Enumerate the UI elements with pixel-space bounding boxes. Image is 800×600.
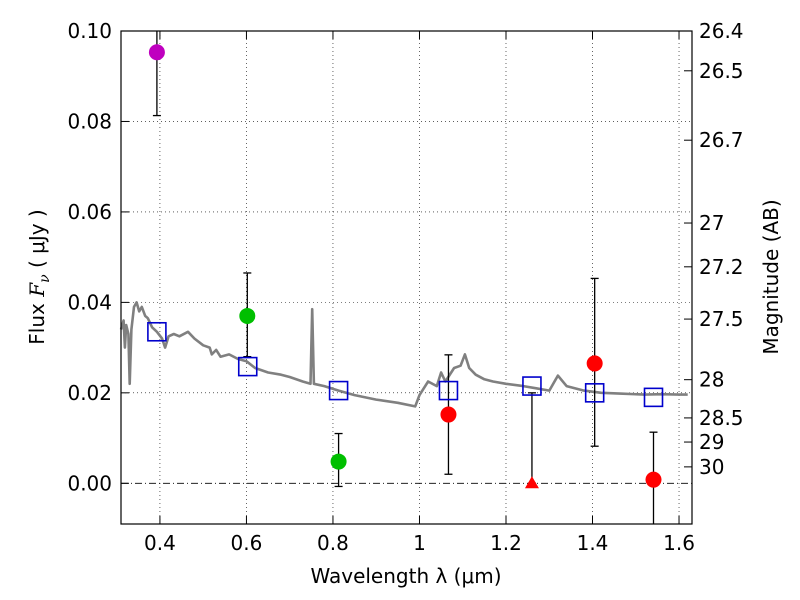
- marker-layer: [147, 44, 664, 489]
- model-photometry-point: [328, 380, 349, 401]
- data-point: [440, 406, 457, 423]
- y-tick-label: 0.08: [67, 109, 112, 133]
- data-point: [645, 471, 662, 488]
- model-photometry-point: [438, 380, 459, 401]
- data-point: [330, 453, 347, 470]
- data-point: [586, 355, 603, 372]
- model-spectrum-layer: [119, 301, 688, 408]
- y-axis-label-prefix: Flux: [25, 297, 49, 345]
- x-tick-label: 0.4: [144, 531, 176, 555]
- magnitude-tick-label: 26.5: [699, 59, 744, 83]
- model-photometry-point: [522, 376, 542, 396]
- plot-background: [121, 31, 692, 524]
- magnitude-tick-label: 28: [699, 368, 724, 392]
- model-photometry-point: [237, 356, 258, 377]
- magnitude-tick-label: 27.5: [699, 307, 744, 331]
- y-tick-label: 0.06: [67, 200, 112, 224]
- magnitude-tick-label: 30: [699, 455, 724, 479]
- y-axis-label-symbol: F: [25, 282, 49, 298]
- magnitude-axis-label: Magnitude (AB): [759, 199, 783, 354]
- y-axis-label-subscript: ν: [37, 274, 53, 283]
- x-axis-label: Wavelength λ (μm): [310, 564, 501, 588]
- magnitude-tick-label: 27.2: [699, 255, 744, 279]
- y-axis-label-unit: ( μJy ): [25, 209, 49, 274]
- magnitude-tick-label: 26.7: [699, 128, 744, 152]
- y-axis-ticks: 0.00 0.02 0.04 0.06 0.08 0.10: [67, 19, 129, 495]
- y-axis-label: Flux Fν ( μJy ): [25, 209, 53, 344]
- y-tick-label: 0.00: [67, 471, 112, 495]
- x-tick-label: 1.2: [490, 531, 522, 555]
- magnitude-tick-label: 28.5: [699, 406, 744, 430]
- model-photometry-point: [643, 387, 664, 408]
- data-point: [239, 307, 256, 324]
- upper-limit-point: [524, 476, 539, 489]
- x-tick-label: 1.6: [663, 531, 695, 555]
- x-tick-label: 0.6: [231, 531, 263, 555]
- y-tick-label: 0.02: [67, 381, 112, 405]
- model-spectrum-line: [119, 301, 688, 408]
- magnitude-tick-label: 26.4: [699, 19, 744, 43]
- magnitude-tick-label: 29: [699, 430, 724, 454]
- y-tick-label: 0.04: [67, 290, 112, 314]
- data-point: [148, 44, 165, 61]
- x-axis-ticks: 0.4 0.6 0.8 1 1.2 1.4 1.6: [144, 31, 695, 555]
- x-tick-label: 1.4: [577, 531, 609, 555]
- x-tick-label: 1: [413, 531, 426, 555]
- model-photometry-point: [584, 383, 605, 403]
- x-tick-label: 0.8: [317, 531, 349, 555]
- magnitude-tick-label: 27: [699, 211, 724, 235]
- plot-frame: [120, 30, 693, 525]
- model-photometry-point: [147, 321, 167, 342]
- y-tick-label: 0.10: [67, 19, 112, 43]
